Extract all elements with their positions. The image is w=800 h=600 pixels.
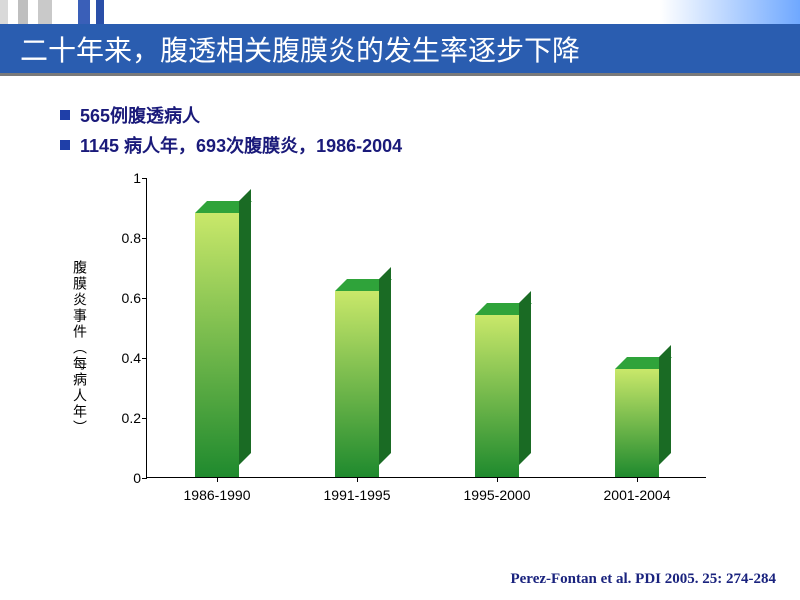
bar-side xyxy=(519,291,531,465)
bar-side xyxy=(379,267,391,465)
y-tick-label: 0.2 xyxy=(111,410,141,426)
bullet-marker-icon xyxy=(60,110,70,120)
y-tick-label: 0 xyxy=(111,470,141,486)
bar-front xyxy=(475,315,520,477)
x-tick-label: 1991-1995 xyxy=(324,487,391,503)
slide-body: 565例腹透病人 1145 病人年，693次腹膜炎，1986-2004 腹膜炎事件… xyxy=(0,92,800,600)
y-tick-mark xyxy=(142,418,147,419)
chart-plot-area: 00.20.40.60.811986-19901991-19951995-200… xyxy=(146,178,706,478)
x-tick-mark xyxy=(357,477,358,482)
bullet-list: 565例腹透病人 1145 病人年，693次腹膜炎，1986-2004 xyxy=(60,102,760,158)
y-tick-mark xyxy=(142,238,147,239)
x-tick-mark xyxy=(497,477,498,482)
bullet-item: 1145 病人年，693次腹膜炎，1986-2004 xyxy=(60,132,760,158)
y-tick-label: 1 xyxy=(111,170,141,186)
bullet-marker-icon xyxy=(60,140,70,150)
bar-front xyxy=(615,369,660,477)
y-tick-mark xyxy=(142,478,147,479)
bar-front xyxy=(335,291,380,477)
slide-title-bar: 二十年来，腹透相关腹膜炎的发生率逐步下降 xyxy=(0,24,800,76)
y-tick-label: 0.6 xyxy=(111,290,141,306)
bar xyxy=(195,213,240,477)
x-tick-label: 1995-2000 xyxy=(464,487,531,503)
bar xyxy=(615,369,660,477)
bullet-item: 565例腹透病人 xyxy=(60,102,760,128)
bullet-text: 565例腹透病人 xyxy=(80,102,200,128)
citation-text: Perez-Fontan et al. PDI 2005. 25: 274-28… xyxy=(510,571,776,588)
y-tick-mark xyxy=(142,178,147,179)
bar-side xyxy=(659,345,671,465)
bar-side xyxy=(239,189,251,465)
y-tick-label: 0.4 xyxy=(111,350,141,366)
x-tick-mark xyxy=(637,477,638,482)
x-tick-label: 1986-1990 xyxy=(184,487,251,503)
y-axis-label: 腹膜炎事件（每病人年） xyxy=(70,260,90,436)
x-tick-label: 2001-2004 xyxy=(604,487,671,503)
bar xyxy=(335,291,380,477)
x-tick-mark xyxy=(217,477,218,482)
y-tick-mark xyxy=(142,298,147,299)
bullet-text: 1145 病人年，693次腹膜炎，1986-2004 xyxy=(80,132,402,158)
peritonitis-chart: 腹膜炎事件（每病人年） 00.20.40.60.811986-19901991-… xyxy=(90,168,730,528)
y-tick-label: 0.8 xyxy=(111,230,141,246)
slide-title: 二十年来，腹透相关腹膜炎的发生率逐步下降 xyxy=(20,29,580,69)
y-tick-mark xyxy=(142,358,147,359)
bar xyxy=(475,315,520,477)
bar-front xyxy=(195,213,240,477)
